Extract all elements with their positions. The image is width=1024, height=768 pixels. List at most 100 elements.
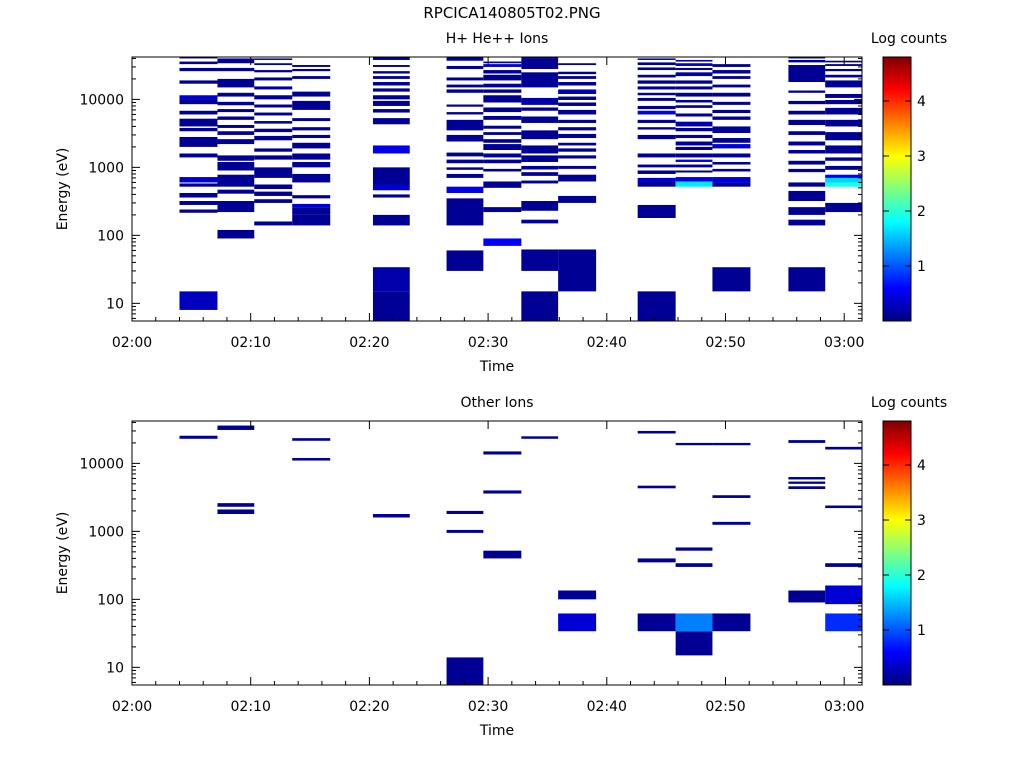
heatmap-cell <box>675 134 713 139</box>
heatmap-cell <box>788 119 826 125</box>
heatmap-cell <box>675 63 713 66</box>
heatmap-cell <box>372 118 410 125</box>
panel-title: H+ He++ Ions <box>446 31 549 47</box>
heatmap-cell <box>521 219 559 224</box>
heatmap-cell <box>446 510 484 515</box>
heatmap-cell <box>254 184 293 190</box>
heatmap-cell <box>521 201 559 211</box>
heatmap-cell <box>637 164 676 168</box>
heatmap-cell <box>637 58 676 60</box>
heatmap-cell <box>788 57 826 59</box>
heatmap-cell <box>675 170 713 173</box>
y-tick-label: 100 <box>97 592 124 608</box>
heatmap-cell <box>521 172 559 176</box>
x-axis-label: Time <box>479 359 514 375</box>
heatmap-cell <box>637 92 676 96</box>
heatmap-cell <box>446 65 484 69</box>
heatmap-cell <box>254 112 293 116</box>
heatmap-cell <box>217 155 255 161</box>
heatmap-cell <box>558 590 597 600</box>
heatmap-cell <box>712 177 751 183</box>
heatmap-cell <box>521 107 559 111</box>
heatmap-cell <box>483 61 522 64</box>
heatmap-cell <box>788 207 826 215</box>
heatmap-cell <box>675 141 713 146</box>
heatmap-cell <box>558 71 597 75</box>
heatmap-cell <box>675 547 713 551</box>
heatmap-cell <box>483 64 522 67</box>
heatmap-cell <box>217 161 255 171</box>
heatmap-cell <box>179 67 218 72</box>
heatmap-cell <box>825 119 862 127</box>
heatmap-cell <box>675 92 713 97</box>
heatmap-cell <box>483 207 522 213</box>
x-tick-label: 02:40 <box>587 699 627 715</box>
heatmap-cell <box>483 70 522 74</box>
heatmap-cell <box>825 132 862 141</box>
heatmap-cell <box>788 486 826 489</box>
heatmap-cell <box>217 509 255 515</box>
heatmap-cell <box>825 93 862 98</box>
heatmap-cell <box>675 613 713 632</box>
heatmap-cell <box>254 128 293 133</box>
heatmap-cell <box>292 142 331 149</box>
heatmap-cell <box>372 76 410 79</box>
heatmap-cell <box>217 124 255 128</box>
heatmap-cell <box>292 173 331 183</box>
heatmap-cell <box>292 161 331 168</box>
colorbar-tick-label: 3 <box>917 513 926 529</box>
heatmap-cell <box>788 141 826 146</box>
y-tick-label: 100 <box>97 228 124 244</box>
heatmap-cell <box>372 194 410 198</box>
heatmap-cell <box>521 130 559 140</box>
heatmap-cell <box>788 150 826 154</box>
heatmap-cell <box>217 109 255 113</box>
panel-2: 02:00 02:10 02:20 02:30 02:40 02:50 03:00 10 100… <box>55 395 947 739</box>
heatmap-cell <box>292 457 331 461</box>
heatmap-cell <box>637 62 676 66</box>
heatmap-cell <box>292 76 331 79</box>
heatmap-cell <box>521 72 559 88</box>
heatmap-cell <box>675 164 713 168</box>
heatmap-cell <box>254 167 293 178</box>
heatmap-cell <box>825 107 862 115</box>
heatmap-cell <box>179 435 218 439</box>
heatmap-cell <box>372 100 410 106</box>
heatmap-cell <box>788 59 826 63</box>
panel-1: 02:00 02:10 02:20 02:30 02:40 02:50 03:00 10 100… <box>55 31 947 375</box>
heatmap-cell <box>825 157 862 161</box>
heatmap-cell <box>788 100 826 105</box>
heatmap-cell <box>825 145 862 154</box>
heatmap-cell <box>712 168 751 172</box>
heatmap-cell <box>446 104 484 107</box>
heatmap-cell <box>637 67 676 71</box>
x-tick-label: 02:40 <box>587 335 627 351</box>
colorbar <box>882 420 912 686</box>
heatmap-cell <box>292 195 331 199</box>
heatmap-cell <box>521 97 559 105</box>
heatmap-cell <box>788 168 826 173</box>
x-tick-label: 02:50 <box>705 699 745 715</box>
heatmap-cell <box>558 195 597 203</box>
heatmap-cell <box>483 139 522 143</box>
heatmap-cell <box>179 57 218 59</box>
heatmap-cell <box>446 173 484 178</box>
heatmap-cell <box>675 442 713 446</box>
heatmap-cell <box>788 90 826 93</box>
heatmap-cell <box>637 204 676 219</box>
heatmap-cell <box>217 101 255 106</box>
heatmap-cell <box>372 82 410 86</box>
heatmap-cell <box>483 451 522 455</box>
heatmap-cell <box>675 80 713 84</box>
heatmap-cell <box>254 221 293 226</box>
heatmap-cell <box>254 104 293 108</box>
heatmap-cell <box>788 440 826 443</box>
heatmap-cell <box>217 58 255 64</box>
heatmap-cell <box>788 219 826 226</box>
heatmap-cell <box>637 170 676 174</box>
y-axis-label: Energy (eV) <box>55 148 71 231</box>
heatmap-cell <box>637 485 676 489</box>
heatmap-cell <box>179 136 218 147</box>
colorbar-tick-label: 4 <box>917 458 926 474</box>
heatmap-cell <box>825 174 862 178</box>
